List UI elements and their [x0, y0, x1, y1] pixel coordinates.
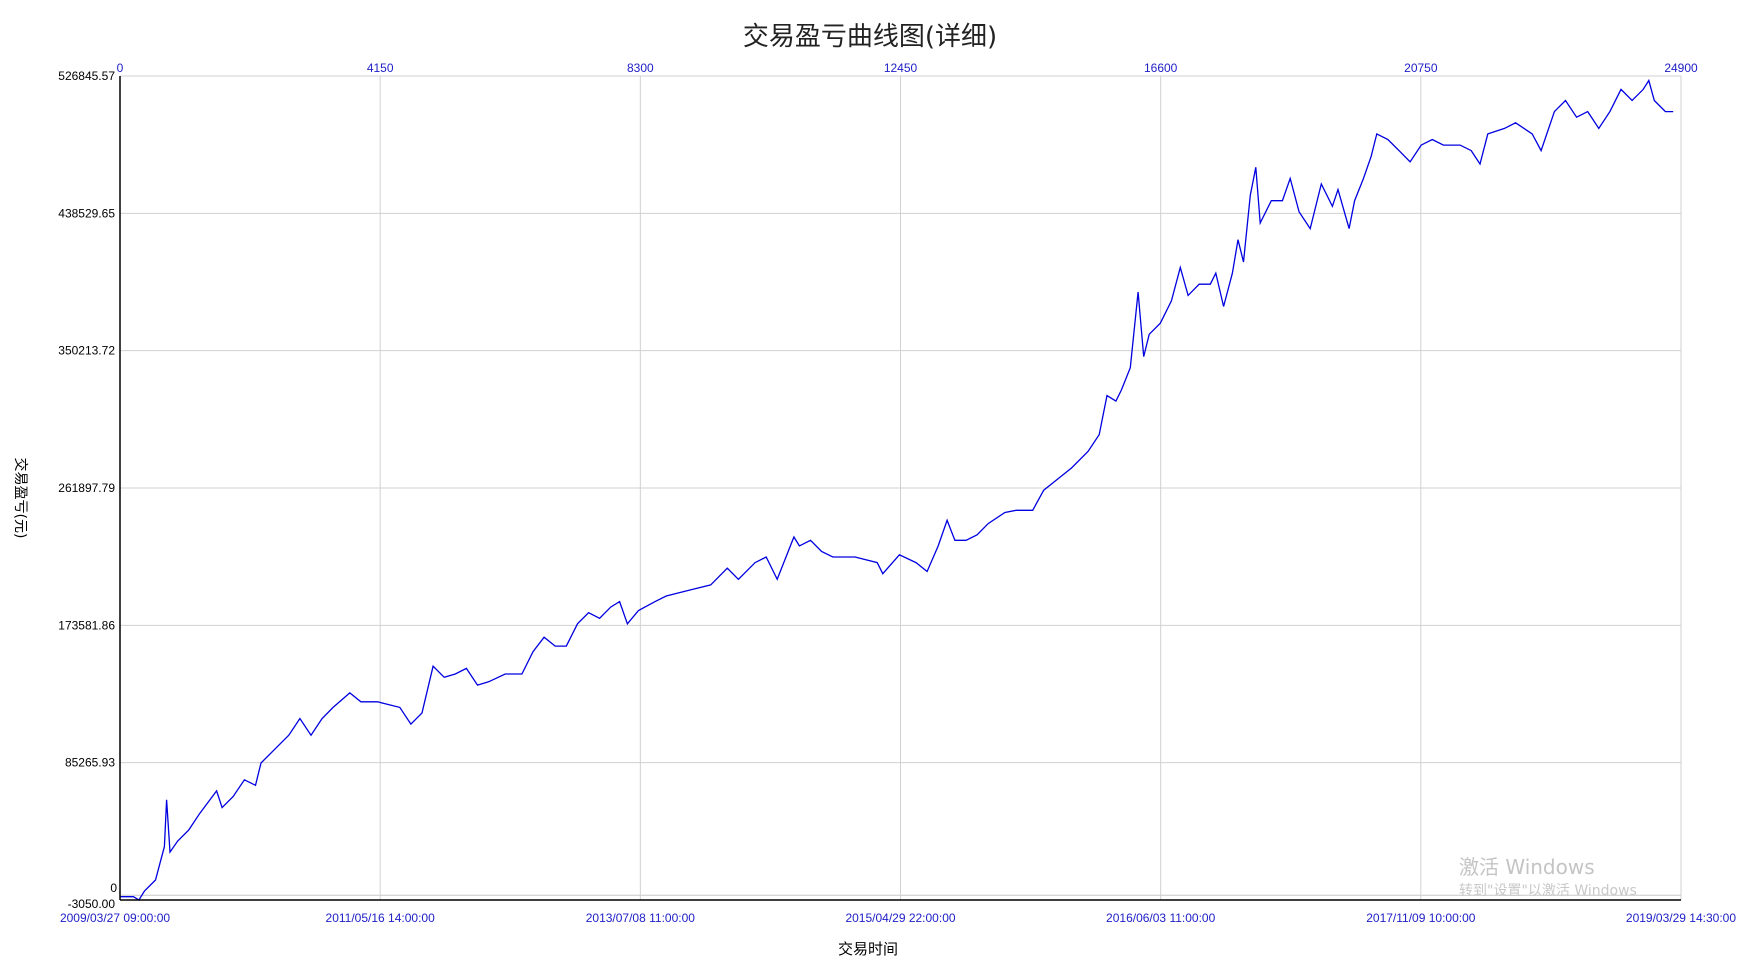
zero-label: 0: [110, 881, 117, 895]
y-tick-label: -3050.00: [68, 897, 116, 911]
bottom-x-tick-label: 2015/04/29 22:00:00: [845, 911, 955, 925]
y-tick-label: 261897.79: [58, 481, 115, 495]
bottom-x-tick-label: 2011/05/16 14:00:00: [326, 911, 436, 925]
top-x-tick-label: 0: [117, 61, 124, 75]
top-x-tick-label: 20750: [1404, 61, 1438, 75]
grid-lines: [120, 75, 1682, 900]
watermark-line1: 激活 Windows: [1459, 855, 1595, 879]
y-tick-label: 173581.86: [58, 618, 115, 632]
top-x-tick-label: 4150: [367, 61, 394, 75]
y-tick-label: 526845.57: [58, 69, 115, 83]
bottom-x-tick-label: 2019/03/29 14:30:00: [1626, 911, 1736, 925]
y-tick-label: 438529.65: [58, 206, 115, 220]
bottom-x-tick-label: 2009/03/27 09:00:00: [60, 911, 170, 925]
bottom-x-tick-label: 2017/11/09 10:00:00: [1366, 911, 1476, 925]
top-x-tick-label: 8300: [627, 61, 654, 75]
bottom-x-tick-label: 2016/06/03 11:00:00: [1106, 911, 1216, 925]
bottom-x-tick-label: 2013/07/08 11:00:00: [586, 911, 696, 925]
chart-title: 交易盈亏曲线图(详细): [743, 22, 997, 52]
y-tick-label: 350213.72: [58, 344, 115, 358]
x-axis-label: 交易时间: [838, 940, 898, 958]
pnl-curve-line: [120, 78, 1674, 901]
y-axis-label: 交易盈亏(元): [12, 458, 29, 539]
y-tick-label: 85265.93: [65, 756, 115, 770]
watermark-line2: 转到"设置"以激活 Windows: [1459, 882, 1637, 899]
top-x-tick-label: 16600: [1144, 61, 1178, 75]
top-x-tick-label: 12450: [884, 61, 918, 75]
bottom-x-tick-labels: 2009/03/27 09:00:00 2011/05/16 14:00:00 20…: [60, 911, 1736, 925]
top-x-tick-label: 24900: [1664, 61, 1698, 75]
y-tick-labels: -3050.00 85265.93 173581.86 261897.79 350213…: [58, 69, 115, 911]
top-x-tick-labels: 0 4150 8300 12450 16600 20750 24900: [117, 61, 1698, 75]
